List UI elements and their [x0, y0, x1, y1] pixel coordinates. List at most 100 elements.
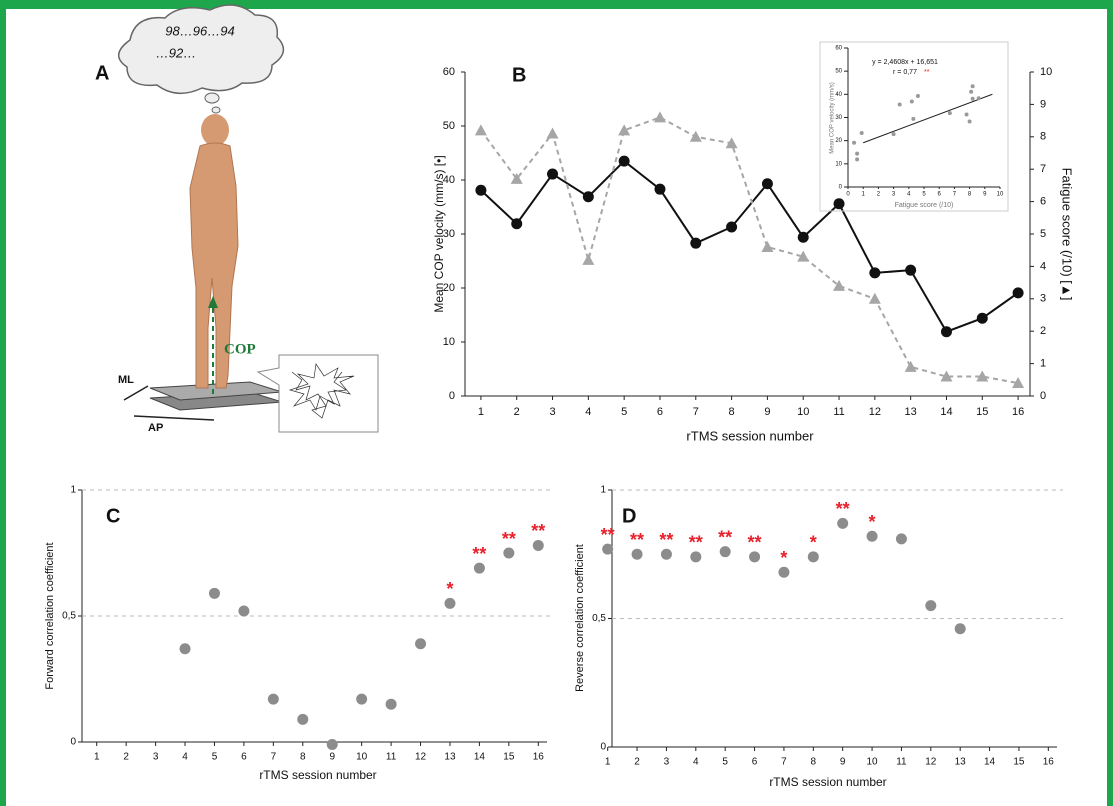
y2-tick-label: 7 [1040, 163, 1046, 175]
panel-label: D [622, 505, 636, 527]
x-tick-label: 16 [1012, 406, 1024, 418]
circle-marker [905, 265, 916, 276]
y-tick-label: 0 [70, 737, 76, 748]
circle-marker [1013, 287, 1024, 298]
significance: ** [659, 530, 673, 550]
x-tick-label: 12 [869, 406, 881, 418]
figure: 98…96…94 …92… A COP ML AP B0102030405060… [0, 0, 1113, 806]
x-tick-label: 16 [533, 752, 545, 763]
circle-marker [619, 156, 630, 167]
x-tick-label: 11 [833, 406, 844, 418]
panel-label: A [95, 62, 109, 84]
significance: * [780, 548, 787, 568]
significance: ** [472, 544, 486, 564]
x-tick-label: 9 [329, 752, 335, 763]
frame-right [1107, 0, 1113, 806]
circle-marker [762, 178, 773, 189]
y-tick-label: 1 [70, 485, 76, 496]
y2-tick-label: 3 [1040, 293, 1046, 305]
point [867, 531, 878, 542]
y2-tick-label: 5 [1040, 228, 1046, 240]
x-tick-label: 9 [840, 757, 846, 768]
y2-tick-label: 4 [1040, 260, 1046, 272]
x-tick-label: 8 [729, 406, 735, 418]
x-tick-label: 11 [896, 757, 907, 768]
circle-marker [977, 313, 988, 324]
x-tick-label: 1 [478, 406, 484, 418]
point [209, 588, 220, 599]
x-tick-label: 4 [585, 406, 591, 418]
y2-tick-label: 8 [1040, 131, 1046, 143]
thought-text: …92… [156, 45, 196, 60]
x-tick-label: 1 [94, 752, 100, 763]
thought-dot [205, 93, 219, 103]
significance: * [446, 579, 453, 599]
significance: ** [748, 533, 762, 553]
x-tick-label: 8 [811, 757, 817, 768]
point [860, 131, 864, 135]
point [720, 546, 731, 557]
y-tick-label: 60 [835, 46, 842, 52]
x-tick-label: 3 [549, 406, 555, 418]
y-tick-label: 50 [835, 69, 842, 75]
significance: ** [601, 525, 615, 545]
point [910, 100, 914, 104]
y-tick-label: 10 [443, 336, 455, 348]
circle-marker [941, 326, 952, 337]
circle-marker [834, 198, 845, 209]
point [898, 103, 902, 107]
circle-marker [654, 184, 665, 195]
significance: * [869, 512, 876, 532]
point [837, 518, 848, 529]
point [916, 94, 920, 98]
y-axis-title: Reverse correlation coefficient [574, 544, 586, 692]
point [855, 152, 859, 156]
x-tick-label: 6 [241, 752, 247, 763]
x-tick-label: 13 [955, 757, 967, 768]
x-tick-label: 2 [123, 752, 129, 763]
point [925, 600, 936, 611]
x-tick-label: 10 [356, 752, 368, 763]
point [690, 551, 701, 562]
x-tick-label: 14 [474, 752, 486, 763]
point [808, 551, 819, 562]
significance: ** [836, 499, 850, 519]
y-tick-label: 50 [443, 120, 455, 132]
significance: ** [689, 533, 703, 553]
point [415, 638, 426, 649]
y-tick-label: 60 [443, 66, 455, 78]
point [297, 714, 308, 725]
x-tick-label: 16 [1043, 757, 1055, 768]
thought-dot [212, 107, 220, 113]
y-axis-title: Mean COP velocity (mm/s) [•] [432, 155, 446, 312]
y-tick-label: 0,5 [592, 613, 606, 624]
y2-tick-label: 0 [1040, 390, 1046, 402]
y2-tick-label: 10 [1040, 66, 1052, 78]
significance: ** [718, 527, 732, 547]
circle-marker [869, 267, 880, 278]
x-tick-label: 10 [997, 192, 1004, 198]
x-tick-label: 7 [271, 752, 277, 763]
point [948, 111, 952, 115]
x-tick-label: 2 [634, 757, 640, 768]
circle-marker [511, 218, 522, 229]
x-tick-label: 10 [797, 406, 809, 418]
y-tick-label: 0,5 [62, 611, 76, 622]
x-tick-label: 12 [415, 752, 427, 763]
x-tick-label: 14 [940, 406, 952, 418]
x-tick-label: 3 [664, 757, 670, 768]
circle-marker [583, 191, 594, 202]
thought-text: 98…96…94 [165, 23, 234, 38]
y-tick-label: 20 [835, 138, 842, 144]
circle-marker [798, 232, 809, 243]
point [503, 548, 514, 559]
point [268, 694, 279, 705]
cop-label: COP [224, 341, 256, 357]
y-tick-label: 10 [835, 161, 842, 167]
x-axis-title: rTMS session number [769, 775, 886, 789]
circle-marker [475, 185, 486, 196]
x-tick-label: 14 [984, 757, 996, 768]
ap-label: AP [148, 422, 163, 434]
x-tick-label: 6 [657, 406, 663, 418]
significance: ** [502, 529, 516, 549]
